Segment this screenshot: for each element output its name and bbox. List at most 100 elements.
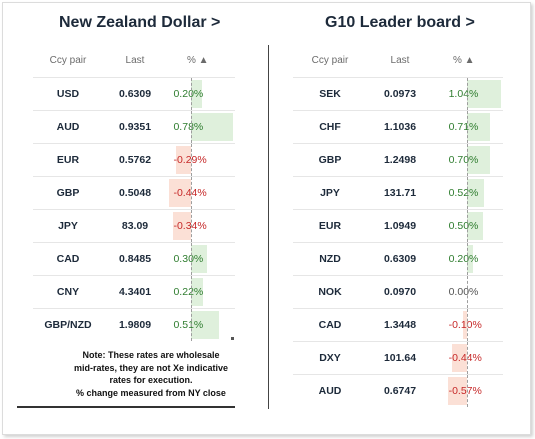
ccy-pair-cell: AUD (56, 121, 80, 133)
pct-value: 0.22% (173, 286, 204, 298)
pct-change-cell: 0.70% (433, 144, 503, 176)
pct-value: -0.57% (448, 385, 482, 397)
table-row[interactable]: GBP 1.2498 0.70% (293, 143, 503, 176)
zero-line (191, 144, 193, 176)
zero-line (191, 177, 193, 209)
pct-change-cell: -0.44% (167, 177, 235, 209)
table-row[interactable]: DXY 101.64 -0.44% (293, 341, 503, 374)
last-rate-cell: 1.1036 (383, 121, 417, 133)
zero-line (466, 309, 468, 341)
table-row[interactable]: CNY 4.3401 0.22% (33, 275, 235, 308)
zero-line (466, 78, 468, 110)
table-row[interactable]: NZD 0.6309 0.20% (293, 242, 503, 275)
rates-widget: New Zealand Dollar > Ccy pair Last % ▲ U… (2, 2, 531, 435)
ccy-pair-cell: CNY (56, 286, 80, 298)
ccy-pair-cell: CAD (318, 319, 342, 331)
pct-bar-positive (466, 212, 484, 240)
pct-bar-negative (173, 212, 192, 240)
pct-change-cell: 0.50% (433, 210, 503, 242)
ccy-pair-cell: DXY (319, 352, 341, 364)
pct-value: -0.44% (173, 187, 207, 199)
zero-line (191, 111, 193, 143)
table-row[interactable]: CAD 1.3448 -0.10% (293, 308, 503, 341)
pct-value: 0.30% (173, 253, 204, 265)
nzd-table-header: Ccy pair Last % ▲ (33, 55, 235, 71)
note-line: mid-rates, they are not Xe indicative (73, 362, 229, 373)
table-row[interactable]: CAD 0.8485 0.30% (33, 242, 235, 275)
zero-line (466, 342, 468, 374)
table-row[interactable]: AUD 0.6747 -0.57% (293, 374, 503, 407)
last-rate-cell: 0.0973 (383, 88, 417, 100)
pct-bar-positive (466, 179, 484, 207)
table-row[interactable]: GBP/NZD 1.9809 0.51% (33, 308, 235, 341)
pct-bar-positive (191, 278, 204, 306)
pct-bar-negative (176, 146, 192, 174)
pct-change-cell: 0.22% (167, 276, 235, 308)
table-row[interactable]: GBP 0.5048 -0.44% (33, 176, 235, 209)
header-last[interactable]: Last (125, 55, 145, 66)
ccy-pair-cell: GBP/NZD (44, 319, 92, 331)
g10-panel-title-link[interactable]: G10 Leader board > (325, 14, 475, 31)
ccy-pair-cell: EUR (318, 220, 342, 232)
ccy-pair-cell: AUD (318, 385, 342, 397)
table-row[interactable]: JPY 83.09 -0.34% (33, 209, 235, 242)
ccy-pair-cell: GBP (56, 187, 80, 199)
ccy-pair-cell: JPY (58, 220, 78, 232)
resize-tick (231, 337, 234, 340)
pct-bar-positive (191, 113, 233, 141)
zero-line (191, 78, 193, 110)
pct-bar-positive (191, 311, 219, 339)
table-row[interactable]: JPY 131.71 0.52% (293, 176, 503, 209)
ccy-pair-cell: GBP (318, 154, 342, 166)
pct-change-cell: -0.29% (167, 144, 235, 176)
g10-table-header: Ccy pair Last % ▲ (293, 55, 503, 71)
last-rate-cell: 0.5048 (118, 187, 152, 199)
table-row[interactable]: SEK 0.0973 1.04% (293, 77, 503, 110)
table-row[interactable]: AUD 0.9351 0.78% (33, 110, 235, 143)
header-ccy-pair[interactable]: Ccy pair (311, 55, 349, 66)
pct-value: 0.70% (448, 154, 479, 166)
pct-bar-negative (463, 311, 467, 339)
ccy-pair-cell: JPY (320, 187, 340, 199)
ccy-pair-cell: SEK (319, 88, 341, 100)
zero-line (466, 243, 468, 275)
header-ccy-pair[interactable]: Ccy pair (49, 55, 87, 66)
zero-line (191, 276, 193, 308)
pct-change-cell: 0.78% (167, 111, 235, 143)
header-pct-sort[interactable]: % ▲ (453, 55, 475, 66)
table-row[interactable]: NOK 0.0970 0.00% (293, 275, 503, 308)
pct-bar-positive (466, 146, 490, 174)
last-rate-cell: 1.3448 (383, 319, 417, 331)
header-pct-sort[interactable]: % ▲ (187, 55, 209, 66)
zero-line (466, 111, 468, 143)
table-row[interactable]: CHF 1.1036 0.71% (293, 110, 503, 143)
last-rate-cell: 1.9809 (118, 319, 152, 331)
header-last[interactable]: Last (390, 55, 410, 66)
pct-bar-positive (466, 113, 491, 141)
note-line: % change measured from NY close (76, 387, 226, 398)
zero-line (466, 276, 468, 308)
pct-change-cell: -0.10% (433, 309, 503, 341)
pct-value: -0.44% (448, 352, 482, 364)
pct-value: 0.51% (173, 319, 204, 331)
zero-line (466, 210, 468, 242)
table-row[interactable]: EUR 0.5762 -0.29% (33, 143, 235, 176)
pct-bar-positive (466, 245, 474, 273)
table-row[interactable]: USD 0.6309 0.20% (33, 77, 235, 110)
ccy-pair-cell: NZD (319, 253, 341, 265)
zero-line (466, 375, 468, 407)
last-rate-cell: 1.0949 (383, 220, 417, 232)
last-rate-cell: 83.09 (121, 220, 149, 232)
pct-bar-positive (191, 80, 203, 108)
pct-value: 0.00% (448, 286, 479, 298)
pct-value: 1.04% (448, 88, 479, 100)
pct-change-cell: 0.00% (433, 276, 503, 308)
pct-value: 0.78% (173, 121, 204, 133)
zero-line (191, 243, 193, 275)
pct-change-cell: 0.30% (167, 243, 235, 275)
pct-value: -0.29% (173, 154, 207, 166)
ccy-pair-cell: CHF (319, 121, 341, 133)
table-row[interactable]: EUR 1.0949 0.50% (293, 209, 503, 242)
nzd-panel-title-link[interactable]: New Zealand Dollar > (59, 14, 221, 31)
note-line: rates for execution. (109, 375, 193, 385)
